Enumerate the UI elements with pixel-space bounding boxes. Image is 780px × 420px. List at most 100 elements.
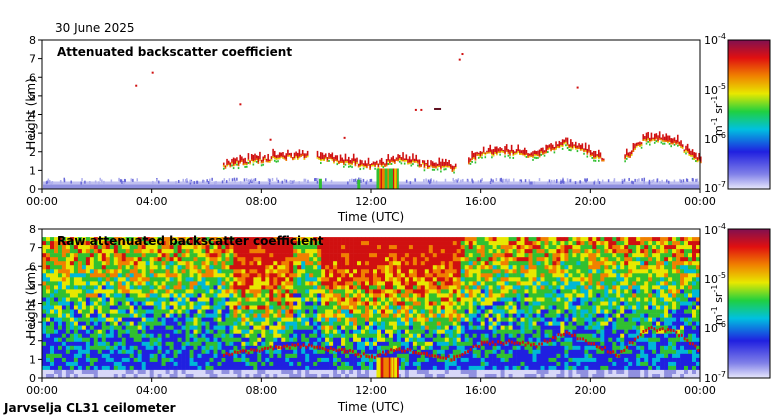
cloud-edge-cell [255,160,258,163]
noise-cell [309,297,314,302]
noise-cell [329,333,334,339]
noise-cell [305,245,310,250]
noise-cell [496,245,501,250]
cloud-edge-cell [525,155,528,158]
cloud-base-cell [683,151,686,153]
noise-cell [89,333,95,339]
noise-cell [253,297,258,302]
noise-cell [245,265,250,270]
noise-cell [400,321,406,326]
noise-cell [480,277,485,282]
cloud-cell [361,160,363,167]
noise-cell [193,341,198,347]
noise-cell [285,309,290,314]
noise-cell [201,317,206,322]
noise-cell [293,349,298,355]
noise-cell [444,374,450,379]
noise-cell [404,341,410,347]
noise-cell [169,277,174,282]
noise-cell [464,273,469,278]
noise-cell [476,325,481,330]
noise-cell [213,341,218,347]
noise-cell [149,241,154,246]
noise-cell [217,265,222,270]
noise-cell [353,325,358,330]
noise-cell [141,289,146,294]
cloud-edge-cell [417,164,419,167]
noise-cell [201,321,206,326]
noise-cell [125,293,130,298]
noise-cell [109,365,115,371]
noise-cell [309,357,314,363]
noise-cell [277,293,282,298]
noise-cell [333,329,338,335]
noise-cell [249,301,254,306]
noise-cell [221,285,226,290]
cloud-base-cell [440,168,442,170]
precip-cell [318,178,322,189]
noise-cell [396,301,402,306]
noise-cell [424,281,430,286]
surface-speck [538,178,541,182]
noise-cell [472,365,477,371]
noise-cell [448,261,454,266]
noise-cell [81,341,87,347]
noise-cell [97,309,103,314]
cloud-edge-cell [236,163,238,166]
surface-speck [80,181,82,185]
noise-cell [353,277,358,282]
cloud-base-cell [653,139,656,141]
noise-cell [177,253,182,258]
noise-cell [412,293,418,298]
noise-cell [492,293,497,298]
noise-cell [361,369,366,375]
noise-cell [105,365,111,371]
noise-cell [464,261,469,266]
noise-cell [205,369,210,375]
noise-cell [361,289,366,294]
noise-cell [117,285,123,290]
surface-speck [250,178,253,182]
colorbar-unit: m-1 sr-1 [710,96,725,136]
noise-cell [237,353,242,359]
noise-cell [141,273,146,278]
noise-cell [129,273,134,278]
noise-cell [321,261,326,266]
speck [461,53,464,56]
noise-cell [416,257,422,262]
noise-cell [46,369,51,375]
noise-cell [261,257,266,262]
noise-cell [273,277,278,282]
noise-cell [105,245,111,250]
noise-cell [121,374,127,379]
noise-cell [54,337,59,343]
noise-cell [269,253,274,258]
noise-cell [125,301,130,306]
noise-cell [249,325,254,330]
noise-cell [85,289,91,294]
cloud-cell [423,160,426,169]
noise-cell [133,333,138,339]
noise-cell [197,245,202,250]
surface-speck [360,179,362,183]
noise-cell [93,345,99,351]
noise-cell [185,333,190,339]
noise-cell [488,249,493,254]
noise-cell [377,333,382,339]
noise-cell [420,345,426,351]
noise-cell [141,345,146,351]
noise-cell [109,269,115,274]
noise-cell [456,265,461,270]
surface-speck [631,180,633,184]
cloud-base-cell [589,155,592,157]
noise-cell [77,301,83,306]
noise-cell [89,357,95,363]
noise-cell [69,337,75,343]
noise-cell [105,353,111,359]
surface-speck [531,181,533,185]
cloud-cell [481,151,483,156]
noise-cell [129,253,134,258]
noise-cell [173,293,178,298]
noise-cell [301,337,306,343]
noise-cell [129,353,134,359]
